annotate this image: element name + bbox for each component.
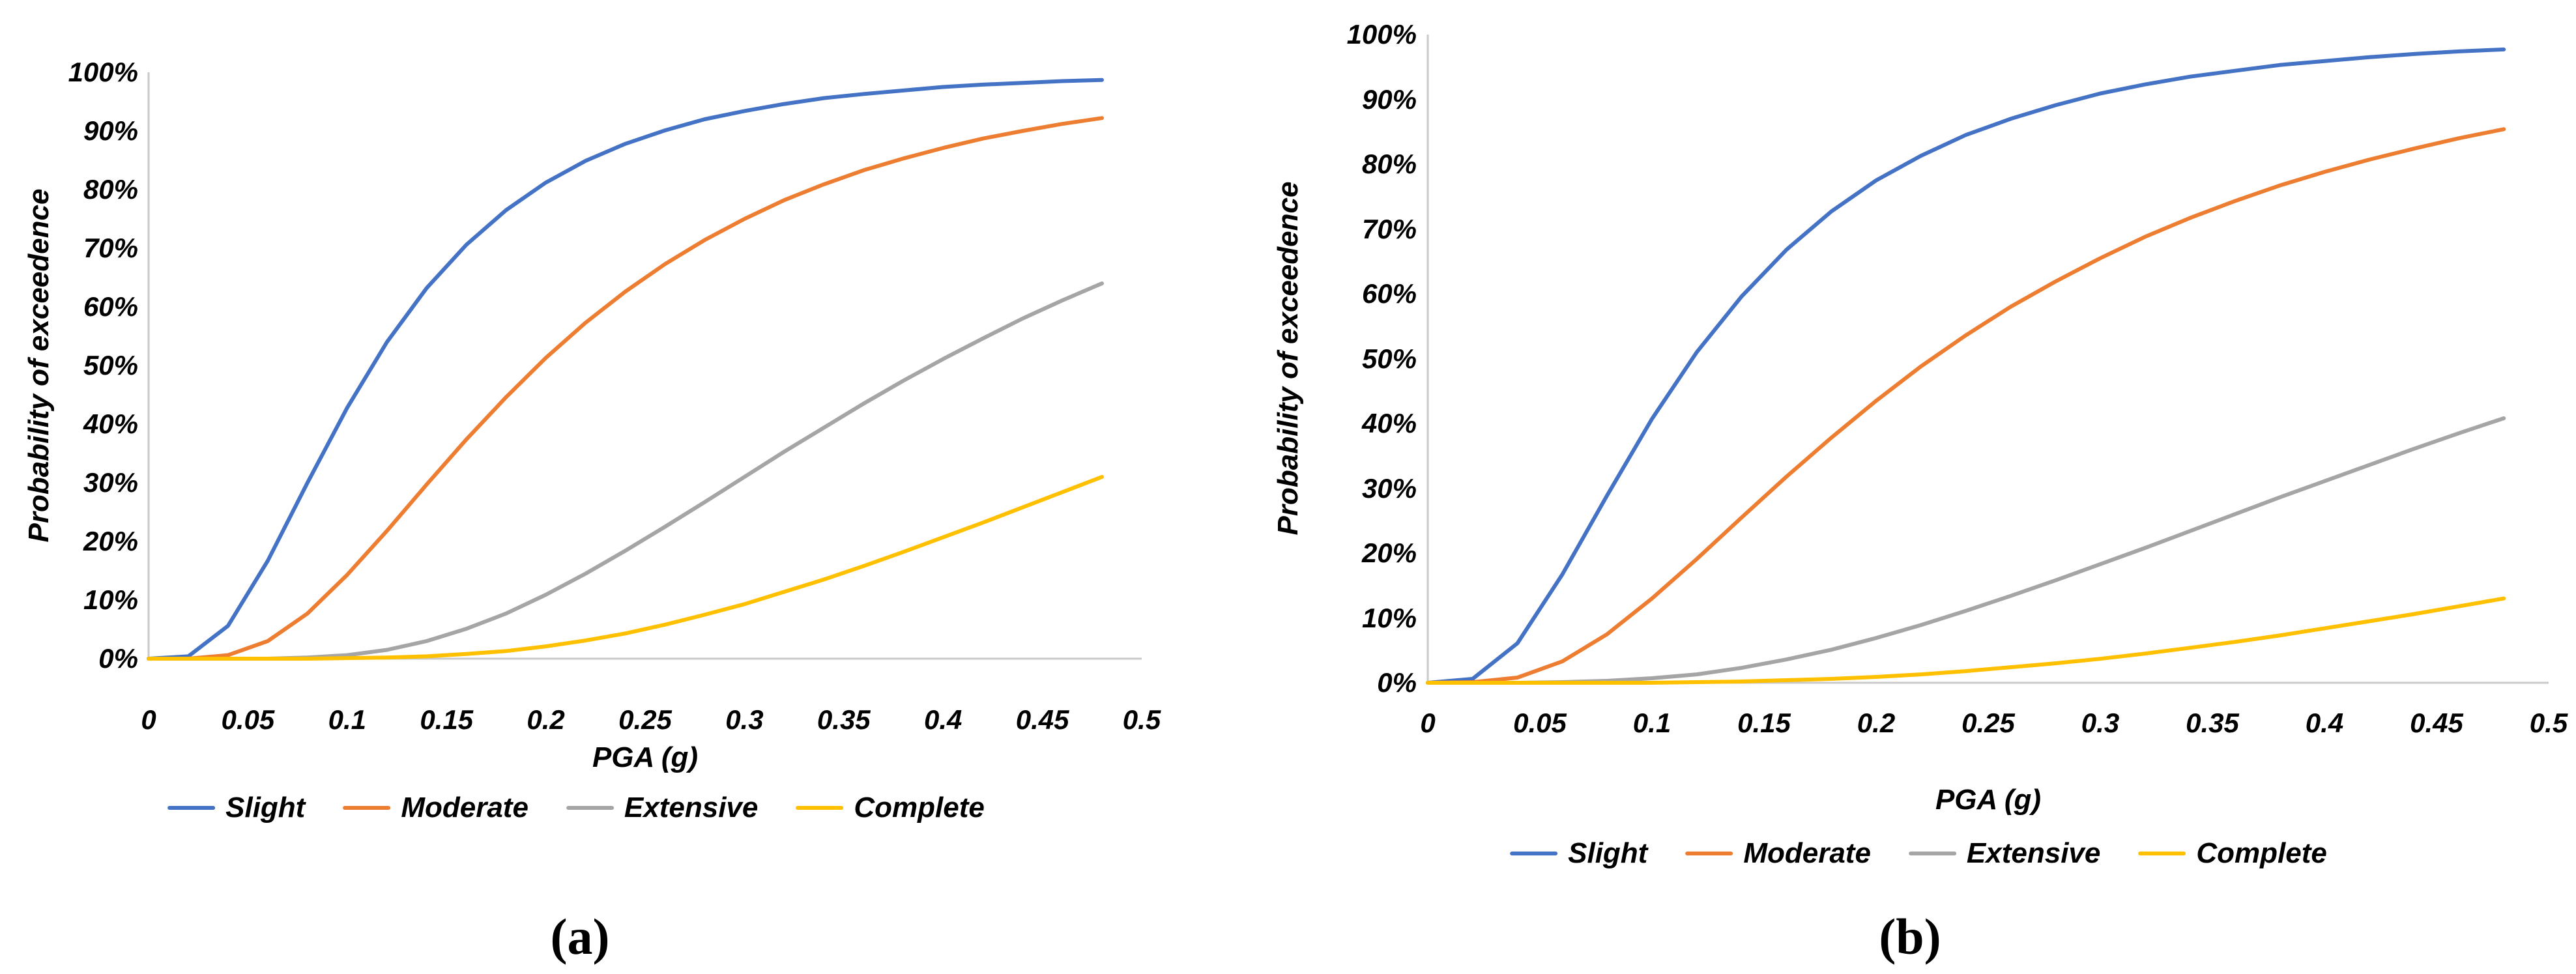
- x-tick-a-0.35: 0.35: [817, 704, 871, 735]
- legend-label-moderate: Moderate: [1743, 837, 1871, 869]
- x-tick-a-0: 0: [141, 704, 156, 735]
- legend-label-slight: Slight: [225, 792, 306, 824]
- x-tick-b-0: 0: [1420, 708, 1436, 738]
- x-tick-b-0.45: 0.45: [2410, 708, 2463, 738]
- extensive-line-marker: [566, 806, 614, 810]
- legend-item-slight-a: Slight: [167, 792, 305, 824]
- x-tick-a-0.5: 0.5: [1122, 704, 1161, 735]
- x-tick-b-0.05: 0.05: [1513, 708, 1567, 738]
- x-tick-a-0.1: 0.1: [328, 704, 366, 735]
- y-tick-b-30%: 30%: [1361, 472, 1417, 504]
- x-axis-title-a: PGA (g): [592, 741, 699, 773]
- y-tick-b-10%: 10%: [1361, 602, 1417, 633]
- legend-label-slight: Slight: [1568, 837, 1648, 869]
- curve-slight-a: [147, 78, 1104, 661]
- x-tick-a-0.2: 0.2: [527, 704, 565, 735]
- x-tick-a-0.05: 0.05: [221, 704, 275, 735]
- legend-item-extensive-b: Extensive: [1908, 837, 2101, 870]
- curve-slight-b: [1426, 47, 2506, 685]
- y-tick-a-30%: 30%: [83, 467, 138, 498]
- y-tick-a-90%: 90%: [83, 115, 138, 146]
- y-tick-a-50%: 50%: [83, 350, 138, 380]
- legend-item-moderate-b: Moderate: [1685, 837, 1871, 870]
- x-tick-b-0.35: 0.35: [2186, 708, 2239, 738]
- legend-item-extensive-a: Extensive: [566, 792, 758, 824]
- y-tick-b-70%: 70%: [1361, 213, 1417, 244]
- y-tick-b-0%: 0%: [1377, 667, 1417, 698]
- y-tick-a-60%: 60%: [83, 291, 138, 322]
- x-tick-b-0.2: 0.2: [1857, 708, 1896, 738]
- curve-moderate-a: [147, 116, 1104, 661]
- x-tick-b-0.1: 0.1: [1632, 708, 1672, 738]
- curve-moderate-b: [1426, 127, 2506, 685]
- y-tick-b-80%: 80%: [1361, 149, 1417, 179]
- legend-item-moderate-a: Moderate: [343, 792, 528, 824]
- slight-line-marker: [167, 806, 216, 810]
- caption-b: (b): [1879, 908, 1941, 965]
- x-tick-b-0.4: 0.4: [2305, 708, 2344, 738]
- y-tick-a-10%: 10%: [83, 584, 138, 615]
- curve-complete-b: [1426, 596, 2506, 685]
- complete-line-marker: [2138, 852, 2186, 855]
- x-tick-a-0.3: 0.3: [725, 704, 764, 735]
- extensive-line-marker: [1908, 852, 1956, 855]
- legend-item-complete-a: Complete: [796, 792, 985, 824]
- legend-item-slight-b: Slight: [1510, 837, 1647, 870]
- moderate-line-marker: [1685, 852, 1733, 855]
- moderate-line-marker: [343, 806, 391, 810]
- x-axis-title-b: PGA (g): [1935, 784, 2042, 816]
- y-tick-a-0%: 0%: [98, 643, 138, 674]
- y-axis-title-a: Probability of exceedence: [23, 188, 55, 543]
- x-tick-a-0.45: 0.45: [1015, 704, 1069, 735]
- x-tick-a-0.25: 0.25: [618, 704, 672, 735]
- caption-a: (a): [550, 908, 610, 965]
- x-tick-a-0.4: 0.4: [923, 704, 962, 735]
- x-tick-b-0.15: 0.15: [1737, 708, 1791, 738]
- y-tick-a-40%: 40%: [83, 408, 138, 439]
- y-tick-b-50%: 50%: [1361, 343, 1417, 374]
- y-tick-b-20%: 20%: [1361, 537, 1417, 568]
- complete-line-marker: [796, 806, 844, 810]
- x-tick-b-0.3: 0.3: [2081, 708, 2120, 738]
- legend-label-complete: Complete: [854, 792, 985, 824]
- legend-item-complete-b: Complete: [2138, 837, 2327, 870]
- legend-label-complete: Complete: [2196, 837, 2327, 869]
- y-tick-b-100%: 100%: [1346, 19, 1417, 50]
- legend-a: Slight Moderate Extensive Complete: [167, 792, 985, 824]
- legend-label-extensive: Extensive: [624, 792, 759, 824]
- legend-label-extensive: Extensive: [1966, 837, 2101, 869]
- y-tick-b-40%: 40%: [1361, 408, 1417, 438]
- y-tick-b-90%: 90%: [1361, 83, 1417, 115]
- y-tick-a-100%: 100%: [68, 57, 138, 87]
- y-tick-a-70%: 70%: [83, 233, 138, 263]
- x-tick-a-0.15: 0.15: [420, 704, 474, 735]
- legend-label-moderate: Moderate: [401, 792, 528, 824]
- curve-extensive-a: [147, 281, 1104, 661]
- slight-line-marker: [1510, 852, 1558, 855]
- y-axis-title-b: Probability of exceedence: [1272, 181, 1304, 536]
- y-tick-b-60%: 60%: [1361, 278, 1417, 309]
- x-tick-b-0.25: 0.25: [1961, 708, 2015, 738]
- x-tick-b-0.5: 0.5: [2529, 708, 2568, 738]
- curve-complete-a: [147, 475, 1104, 661]
- y-tick-a-20%: 20%: [83, 526, 138, 556]
- legend-b: Slight Moderate Extensive Complete: [1510, 837, 2327, 870]
- y-tick-a-80%: 80%: [83, 174, 138, 205]
